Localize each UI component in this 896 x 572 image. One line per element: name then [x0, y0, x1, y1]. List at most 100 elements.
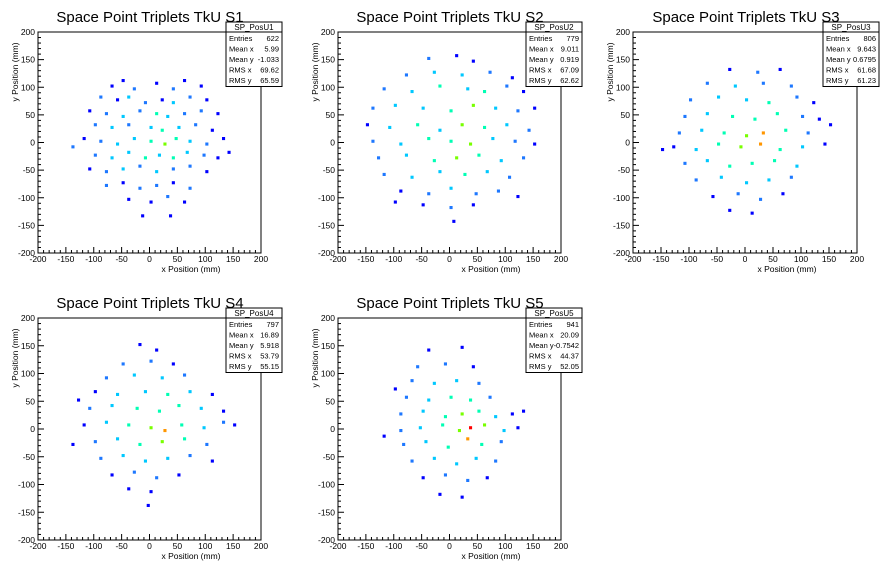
data-bin — [110, 404, 114, 408]
stats-value: 0.6795 — [853, 55, 876, 64]
data-bin — [155, 170, 159, 174]
y-tick-label: 150 — [321, 55, 335, 65]
stats-value: 779 — [566, 34, 579, 43]
y-tick-label: -200 — [318, 248, 335, 258]
x-tick-label: -150 — [57, 541, 74, 551]
y-tick-label: 150 — [21, 341, 35, 351]
data-bin — [471, 59, 475, 63]
data-bin — [471, 365, 475, 369]
x-tick-label: 100 — [198, 254, 212, 264]
data-bin — [116, 98, 120, 102]
data-bin — [210, 392, 214, 396]
stats-key: Mean y — [826, 55, 851, 64]
data-bin — [210, 128, 214, 132]
data-bin — [449, 139, 453, 143]
stats-box: SP_PosU1 Entries 622 Mean x 5.99 Mean y -1.033… — [225, 21, 283, 87]
data-bin — [677, 131, 681, 135]
data-bin — [155, 112, 159, 116]
data-bin — [817, 117, 821, 121]
stats-key: Mean y — [529, 55, 554, 64]
data-bin — [216, 112, 220, 116]
data-bin — [169, 214, 173, 218]
stats-value: 20.09 — [560, 331, 579, 340]
x-tick-label: -150 — [652, 254, 669, 264]
x-tick-label: -150 — [357, 254, 374, 264]
data-bin — [177, 404, 181, 408]
stats-value: -0.7542 — [554, 341, 579, 350]
data-bin — [449, 186, 453, 190]
data-bin — [188, 454, 192, 458]
data-bin — [143, 101, 147, 105]
data-bin — [717, 95, 721, 99]
data-bin — [759, 197, 763, 201]
y-tick-label: -200 — [613, 248, 630, 258]
data-bin — [183, 79, 187, 83]
x-tick-label: 0 — [147, 254, 152, 264]
y-tick-label: 100 — [321, 82, 335, 92]
data-bin — [756, 70, 760, 74]
data-bin — [499, 440, 503, 444]
data-bin — [143, 390, 147, 394]
stats-value: 941 — [566, 320, 579, 329]
stats-key: RMS x — [529, 66, 552, 75]
data-bin — [527, 128, 531, 132]
data-bin — [745, 98, 749, 102]
data-bin — [121, 362, 125, 366]
data-bin — [183, 200, 187, 204]
data-bin — [767, 178, 771, 182]
stats-key: Mean x — [826, 45, 851, 54]
data-bin — [99, 139, 103, 143]
data-bin — [171, 181, 175, 185]
data-bin — [160, 128, 164, 132]
x-tick-label: 0 — [447, 541, 452, 551]
y-tick-label: 200 — [321, 313, 335, 323]
data-bin — [474, 456, 478, 460]
data-bin — [510, 412, 514, 416]
stats-value: -1.033 — [258, 55, 279, 64]
data-bin — [689, 98, 693, 102]
data-bin — [183, 112, 187, 116]
data-bin — [388, 125, 392, 129]
data-bin — [683, 114, 687, 118]
data-bin — [82, 423, 86, 427]
y-tick-label: -150 — [18, 507, 35, 517]
data-bin — [711, 195, 715, 199]
data-bin — [93, 153, 97, 157]
chart-panel-5: Space Point Triplets TkU S5 -200 -150 -100 -… — [310, 295, 583, 561]
data-bin — [205, 142, 209, 146]
stats-value: 61.68 — [857, 66, 876, 75]
x-axis-label: x Position (mm) — [161, 551, 220, 561]
data-bin — [505, 84, 509, 88]
data-bin — [499, 159, 503, 163]
x-tick-label: 100 — [794, 254, 808, 264]
stats-value: 67.09 — [560, 66, 579, 75]
data-bin — [421, 106, 425, 110]
data-bin — [71, 145, 75, 149]
data-bin — [438, 170, 442, 174]
data-bin — [694, 178, 698, 182]
data-bin — [522, 90, 526, 94]
data-bin — [438, 492, 442, 496]
data-bin — [775, 112, 779, 116]
stats-key: Mean x — [229, 331, 254, 340]
stats-box: SP_PosU2 Entries 779 Mean x 9.011 Mean y 0.919… — [525, 21, 583, 87]
stats-key: Entries — [529, 320, 553, 329]
data-bin — [460, 345, 464, 349]
data-bin — [483, 90, 487, 94]
stats-value: 9.643 — [857, 45, 876, 54]
data-bin — [432, 381, 436, 385]
y-tick-label: -100 — [318, 193, 335, 203]
data-bin — [205, 442, 209, 446]
data-bin — [88, 167, 92, 171]
data-bin — [160, 98, 164, 102]
data-bin — [767, 101, 771, 105]
y-tick-label: 200 — [21, 313, 35, 323]
y-tick-label: 150 — [321, 341, 335, 351]
data-bin — [502, 429, 506, 433]
x-tick-label: -50 — [415, 254, 428, 264]
data-bin — [104, 420, 108, 424]
y-tick-label: -150 — [18, 220, 35, 230]
data-bin — [823, 142, 827, 146]
data-bin — [474, 192, 478, 196]
stats-key: Mean x — [529, 45, 554, 54]
